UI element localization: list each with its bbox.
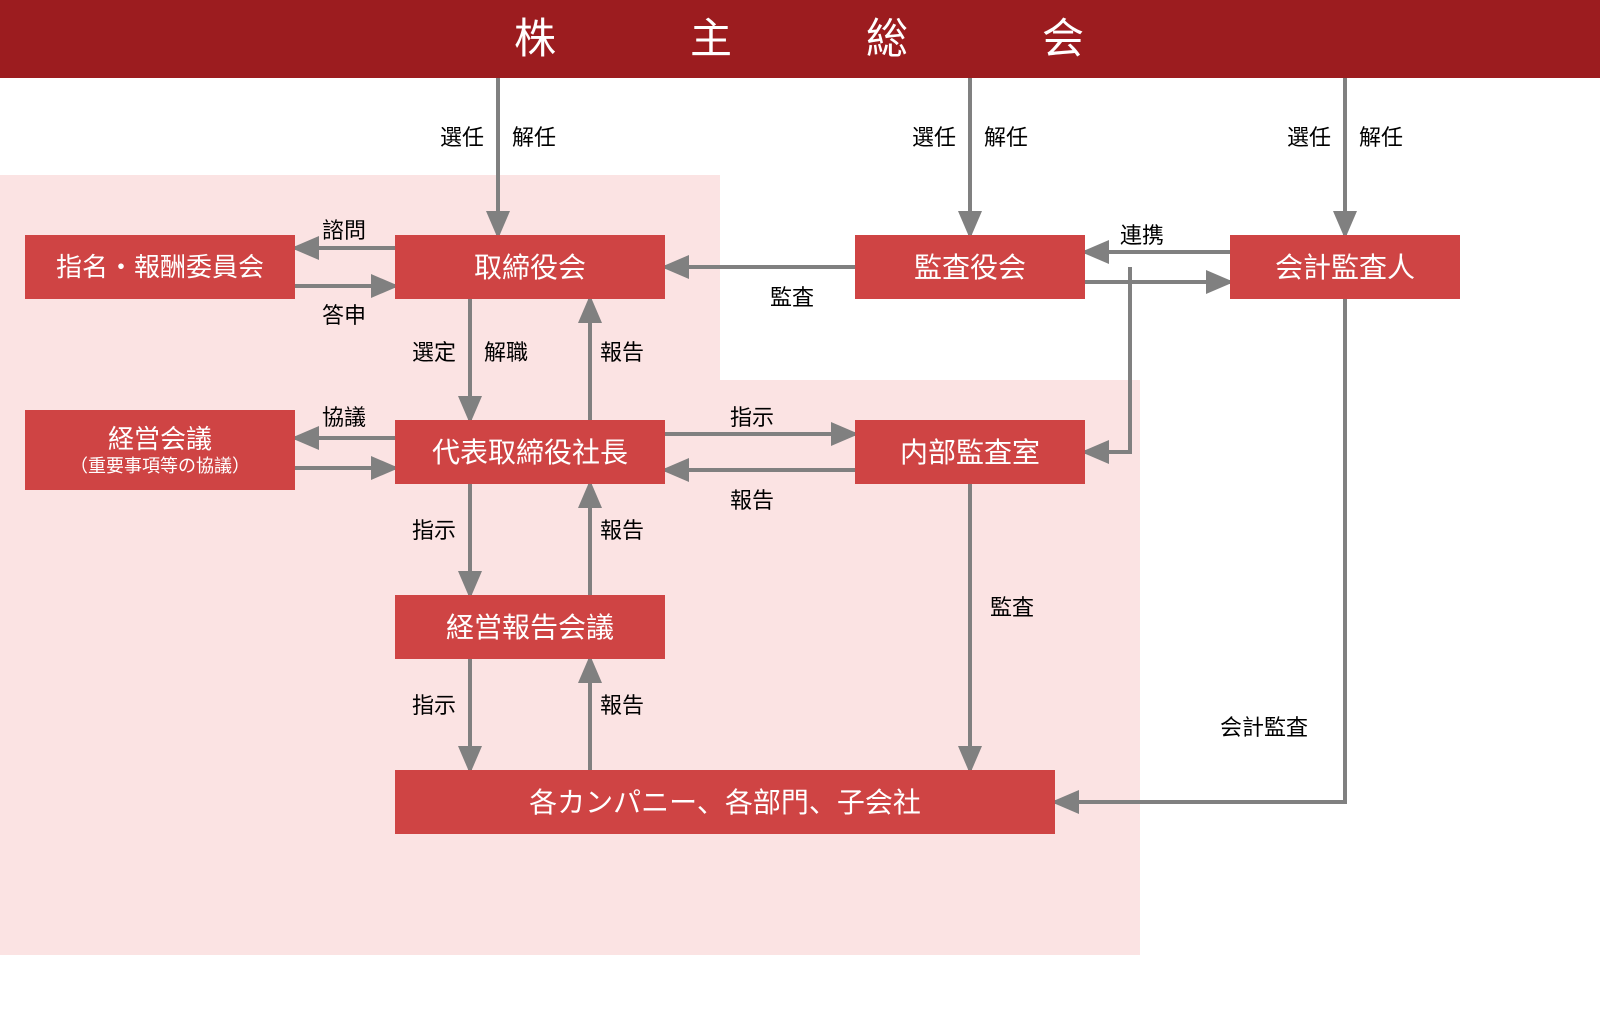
edge-label-6: 諮問 — [322, 213, 366, 245]
edge-label-14: 指示 — [730, 400, 774, 432]
edge-label-9: 連携 — [1120, 218, 1164, 250]
edge-label-5: 解任 — [1359, 120, 1403, 152]
node-ceo: 代表取締役社長 — [395, 420, 665, 484]
node-co: 各カンパニー、各部門、子会社 — [395, 770, 1055, 834]
edge-label-16: 指示 — [412, 513, 456, 545]
edge-label-8: 監査 — [770, 280, 814, 312]
edge-label-11: 解職 — [484, 335, 528, 367]
node-internal: 内部監査室 — [855, 420, 1085, 484]
edge-label-1: 解任 — [512, 120, 556, 152]
edge-label-18: 指示 — [412, 688, 456, 720]
node-nom: 指名・報酬委員会 — [25, 235, 295, 299]
node-board: 取締役会 — [395, 235, 665, 299]
edge-label-7: 答申 — [322, 298, 366, 330]
node-audit_b: 監査役会 — [855, 235, 1085, 299]
edge-label-15: 報告 — [730, 483, 774, 515]
edge-label-3: 解任 — [984, 120, 1028, 152]
edge-label-0: 選任 — [440, 120, 484, 152]
node-mgmt-line2: （重要事項等の協議） — [70, 455, 250, 478]
node-rep: 経営報告会議 — [395, 595, 665, 659]
node-mgmt: 経営会議（重要事項等の協議） — [25, 410, 295, 490]
edge-label-10: 選定 — [412, 335, 456, 367]
node-mgmt-line1: 経営会議 — [70, 423, 250, 456]
node-auditor: 会計監査人 — [1230, 235, 1460, 299]
edge-label-2: 選任 — [912, 120, 956, 152]
edge-label-19: 報告 — [600, 688, 644, 720]
edge-label-20: 監査 — [990, 590, 1034, 622]
edge-label-21: 会計監査 — [1220, 710, 1308, 742]
edge-label-4: 選任 — [1287, 120, 1331, 152]
header-shareholders: 株 主 総 会 — [0, 0, 1600, 78]
edge-label-17: 報告 — [600, 513, 644, 545]
edge-label-13: 協議 — [322, 400, 366, 432]
edge-label-12: 報告 — [600, 335, 644, 367]
